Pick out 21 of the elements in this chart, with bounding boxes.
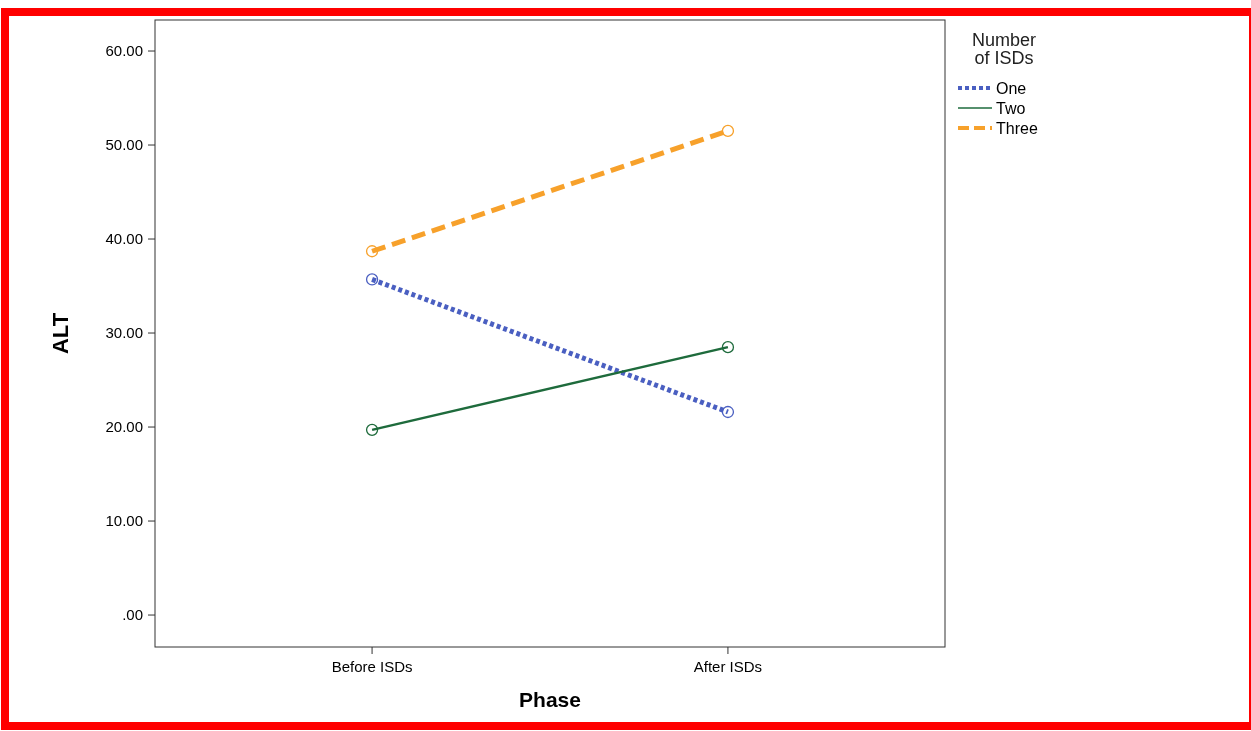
legend-label: One <box>996 79 1027 97</box>
legend-title: Number of ISDs <box>971 30 1037 68</box>
legend-label: Three <box>996 119 1038 137</box>
y-tick-label: 20.00 <box>105 418 143 436</box>
point <box>721 124 735 138</box>
y-tick-label: 10.00 <box>105 512 143 530</box>
point <box>365 273 379 286</box>
y-tick-label: 40.00 <box>105 230 143 248</box>
y-tick-label: 30.00 <box>105 324 143 342</box>
legend-label: Two <box>996 99 1026 117</box>
point <box>365 245 379 258</box>
x-tick-label: After ISDs <box>693 658 763 675</box>
point <box>721 405 735 419</box>
point <box>721 340 735 354</box>
point <box>365 423 379 436</box>
y-tick-label: 60.00 <box>105 42 143 60</box>
y-axis-title: ALT <box>48 312 73 355</box>
x-tick-label: Before ISDs <box>331 658 413 675</box>
y-tick-label: .00 <box>122 606 143 624</box>
y-tick-label: 50.00 <box>105 136 143 154</box>
x-axis-title: Phase <box>519 688 581 711</box>
